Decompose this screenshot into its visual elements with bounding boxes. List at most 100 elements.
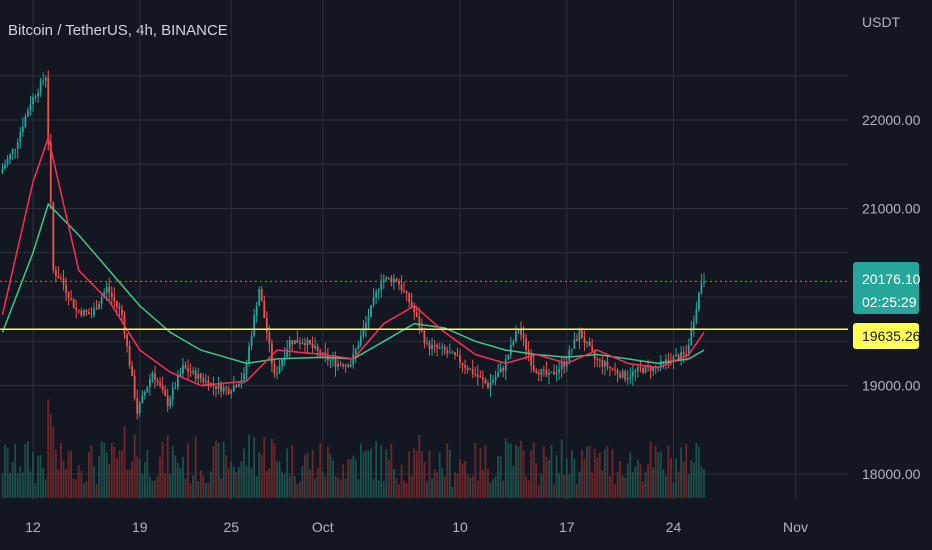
candle-body-200	[509, 344, 512, 356]
volume-bar-63	[161, 441, 164, 498]
last-price-value: 20176.10	[862, 271, 921, 287]
candle-body-21	[54, 270, 57, 276]
candle-body-267	[680, 352, 683, 360]
volume-bar-275	[700, 466, 703, 498]
candle-body-264	[672, 356, 675, 363]
volume-bar-206	[525, 476, 527, 498]
volume-bar-224	[570, 450, 573, 498]
candle-body-249	[634, 370, 637, 372]
candle-layer	[1, 70, 705, 420]
volume-bar-112	[286, 448, 289, 498]
volume-bar-201	[512, 465, 515, 498]
candle-body-97	[248, 346, 250, 363]
candle-body-57	[146, 386, 149, 393]
volume-bar-1	[4, 444, 6, 498]
candle-body-153	[390, 277, 393, 283]
candle-body-43	[110, 292, 113, 298]
volume-bar-177	[451, 486, 454, 498]
volume-bar-269	[685, 443, 688, 498]
volume-bar-163	[415, 451, 418, 498]
volume-bar-161	[410, 475, 413, 498]
volume-bar-16	[42, 467, 45, 498]
candle-body-251	[639, 367, 642, 369]
volume-bar-77	[197, 481, 200, 498]
candle-body-265	[675, 355, 677, 357]
candle-body-59	[151, 372, 154, 380]
volume-bar-143	[365, 450, 367, 498]
candle-body-250	[637, 367, 639, 371]
volume-bar-270	[687, 474, 690, 498]
candle-body-109	[278, 366, 281, 374]
volume-bar-276	[703, 469, 705, 498]
candle-body-6	[16, 142, 19, 150]
candle-body-116	[296, 340, 299, 343]
volume-bar-139	[354, 459, 357, 498]
volume-bar-32	[82, 483, 85, 498]
volume-bar-103	[263, 437, 266, 498]
candle-body-173	[441, 346, 444, 348]
volume-bar-100	[255, 476, 258, 498]
volume-bar-141	[359, 443, 362, 498]
volume-bar-156	[398, 484, 400, 498]
candle-body-194	[494, 376, 497, 381]
volume-bar-203	[517, 446, 520, 498]
volume-bar-231	[588, 445, 591, 498]
volume-bar-129	[329, 454, 332, 498]
volume-bar-22	[57, 469, 60, 498]
volume-bar-18	[47, 399, 50, 498]
volume-bar-84	[215, 440, 217, 498]
volume-bar-214	[545, 456, 548, 498]
candle-body-186	[474, 374, 477, 376]
volume-bar-80	[204, 482, 207, 498]
volume-bar-251	[639, 464, 642, 498]
volume-bar-115	[293, 476, 296, 498]
candle-body-50	[128, 345, 131, 366]
volume-bar-123	[314, 478, 317, 498]
candle-body-231	[588, 341, 591, 347]
candle-body-209	[532, 365, 535, 371]
volume-bar-169	[431, 478, 433, 498]
candle-body-245	[624, 371, 627, 380]
volume-bar-196	[499, 456, 502, 498]
candle-body-190	[484, 379, 487, 384]
volume-bar-10	[27, 441, 29, 498]
volume-bar-78	[199, 470, 202, 498]
volume-bar-99	[253, 437, 256, 498]
candle-body-203	[517, 329, 520, 332]
volume-bar-81	[207, 482, 210, 498]
volume-bar-71	[182, 457, 184, 498]
volume-bar-189	[481, 470, 484, 498]
candle-body-152	[387, 277, 390, 279]
volume-bar-109	[278, 461, 281, 498]
candle-body-177	[451, 352, 454, 354]
candle-body-91	[232, 385, 235, 392]
volume-bar-160	[408, 451, 411, 498]
candle-body-96	[245, 362, 248, 374]
volume-bar-255	[649, 441, 652, 498]
volume-bar-94	[240, 461, 243, 498]
volume-bar-148	[377, 480, 380, 498]
volume-bar-136	[347, 459, 350, 498]
volume-bar-256	[652, 467, 655, 498]
volume-bar-39	[100, 441, 103, 498]
candle-body-240	[611, 367, 614, 370]
candle-body-247	[629, 376, 632, 378]
volume-bar-173	[441, 468, 444, 498]
volume-bar-212	[540, 473, 543, 498]
volume-bar-107	[273, 443, 276, 498]
countdown-timer: 02:25:29	[862, 294, 917, 310]
x-tick-label-6: 24	[666, 519, 682, 535]
candle-body-269	[685, 354, 688, 356]
grid-layer	[0, 0, 848, 500]
candle-body-98	[250, 335, 253, 347]
candle-body-170	[433, 344, 436, 346]
candle-body-151	[385, 277, 388, 280]
candle-body-20	[52, 202, 55, 271]
volume-bar-30	[77, 465, 80, 498]
candle-body-120	[306, 339, 309, 345]
candle-body-156	[398, 280, 400, 285]
volume-bar-36	[93, 465, 95, 498]
candle-body-38	[98, 303, 100, 310]
